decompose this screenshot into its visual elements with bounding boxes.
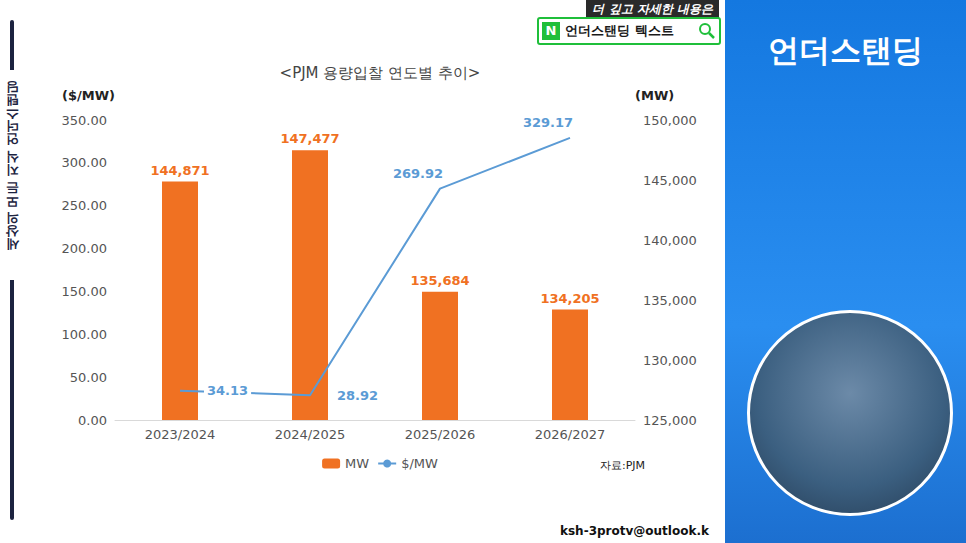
html-text:더 깊고 자세한 내용은: 더 깊고 자세한 내용은 — [592, 2, 713, 16]
svg-text:100.00: 100.00 — [62, 327, 108, 342]
svg-text:34.13: 34.13 — [207, 383, 248, 398]
svg-text:250.00: 250.00 — [62, 198, 108, 213]
svg-text:140,000: 140,000 — [643, 233, 697, 248]
svg-text:2026/2027: 2026/2027 — [535, 427, 606, 442]
svg-text:147,477: 147,477 — [280, 131, 339, 146]
svg-text:329.17: 329.17 — [523, 115, 573, 130]
svg-text:150.00: 150.00 — [62, 284, 108, 299]
svg-text:28.92: 28.92 — [337, 388, 378, 403]
svg-text:130,000: 130,000 — [643, 353, 697, 368]
svg-text:150,000: 150,000 — [643, 113, 697, 128]
html-text:N: N — [545, 23, 557, 38]
html-text:언더스탠딩: 언더스탠딩 — [768, 32, 923, 68]
svg-text:($/MW): ($/MW) — [62, 88, 115, 103]
html-text:ksh-3protv@outlook.k: ksh-3protv@outlook.k — [560, 524, 709, 538]
svg-text:350.00: 350.00 — [62, 113, 108, 128]
svg-text:135,684: 135,684 — [410, 273, 469, 288]
svg-text:0.00: 0.00 — [78, 413, 107, 428]
svg-text:135,000: 135,000 — [643, 293, 697, 308]
html-text:언더스탠딩 텍스트: 언더스탠딩 텍스트 — [565, 23, 674, 38]
svg-text:300.00: 300.00 — [62, 155, 108, 170]
svg-text:125,000: 125,000 — [643, 413, 697, 428]
svg-text:(MW): (MW) — [635, 88, 674, 103]
svg-text:269.92: 269.92 — [393, 166, 443, 181]
svg-text:200.00: 200.00 — [62, 241, 108, 256]
svg-text:144,871: 144,871 — [150, 163, 209, 178]
svg-text:MW: MW — [345, 456, 369, 471]
html-text:세상의 모든 지식 언더스탠딩: 세상의 모든 지식 언더스탠딩 — [4, 90, 19, 260]
html-text:자료:PJM: 자료:PJM — [600, 459, 646, 472]
svg-text:<PJM 용량입찰 연도별 추이>: <PJM 용량입찰 연도별 추이> — [280, 64, 481, 82]
svg-text:2024/2025: 2024/2025 — [275, 427, 346, 442]
svg-text:2023/2024: 2023/2024 — [145, 427, 216, 442]
svg-text:2025/2026: 2025/2026 — [405, 427, 476, 442]
svg-text:145,000: 145,000 — [643, 173, 697, 188]
svg-text:134,205: 134,205 — [540, 291, 599, 306]
svg-text:$/MW: $/MW — [401, 456, 438, 471]
svg-text:50.00: 50.00 — [70, 370, 107, 385]
